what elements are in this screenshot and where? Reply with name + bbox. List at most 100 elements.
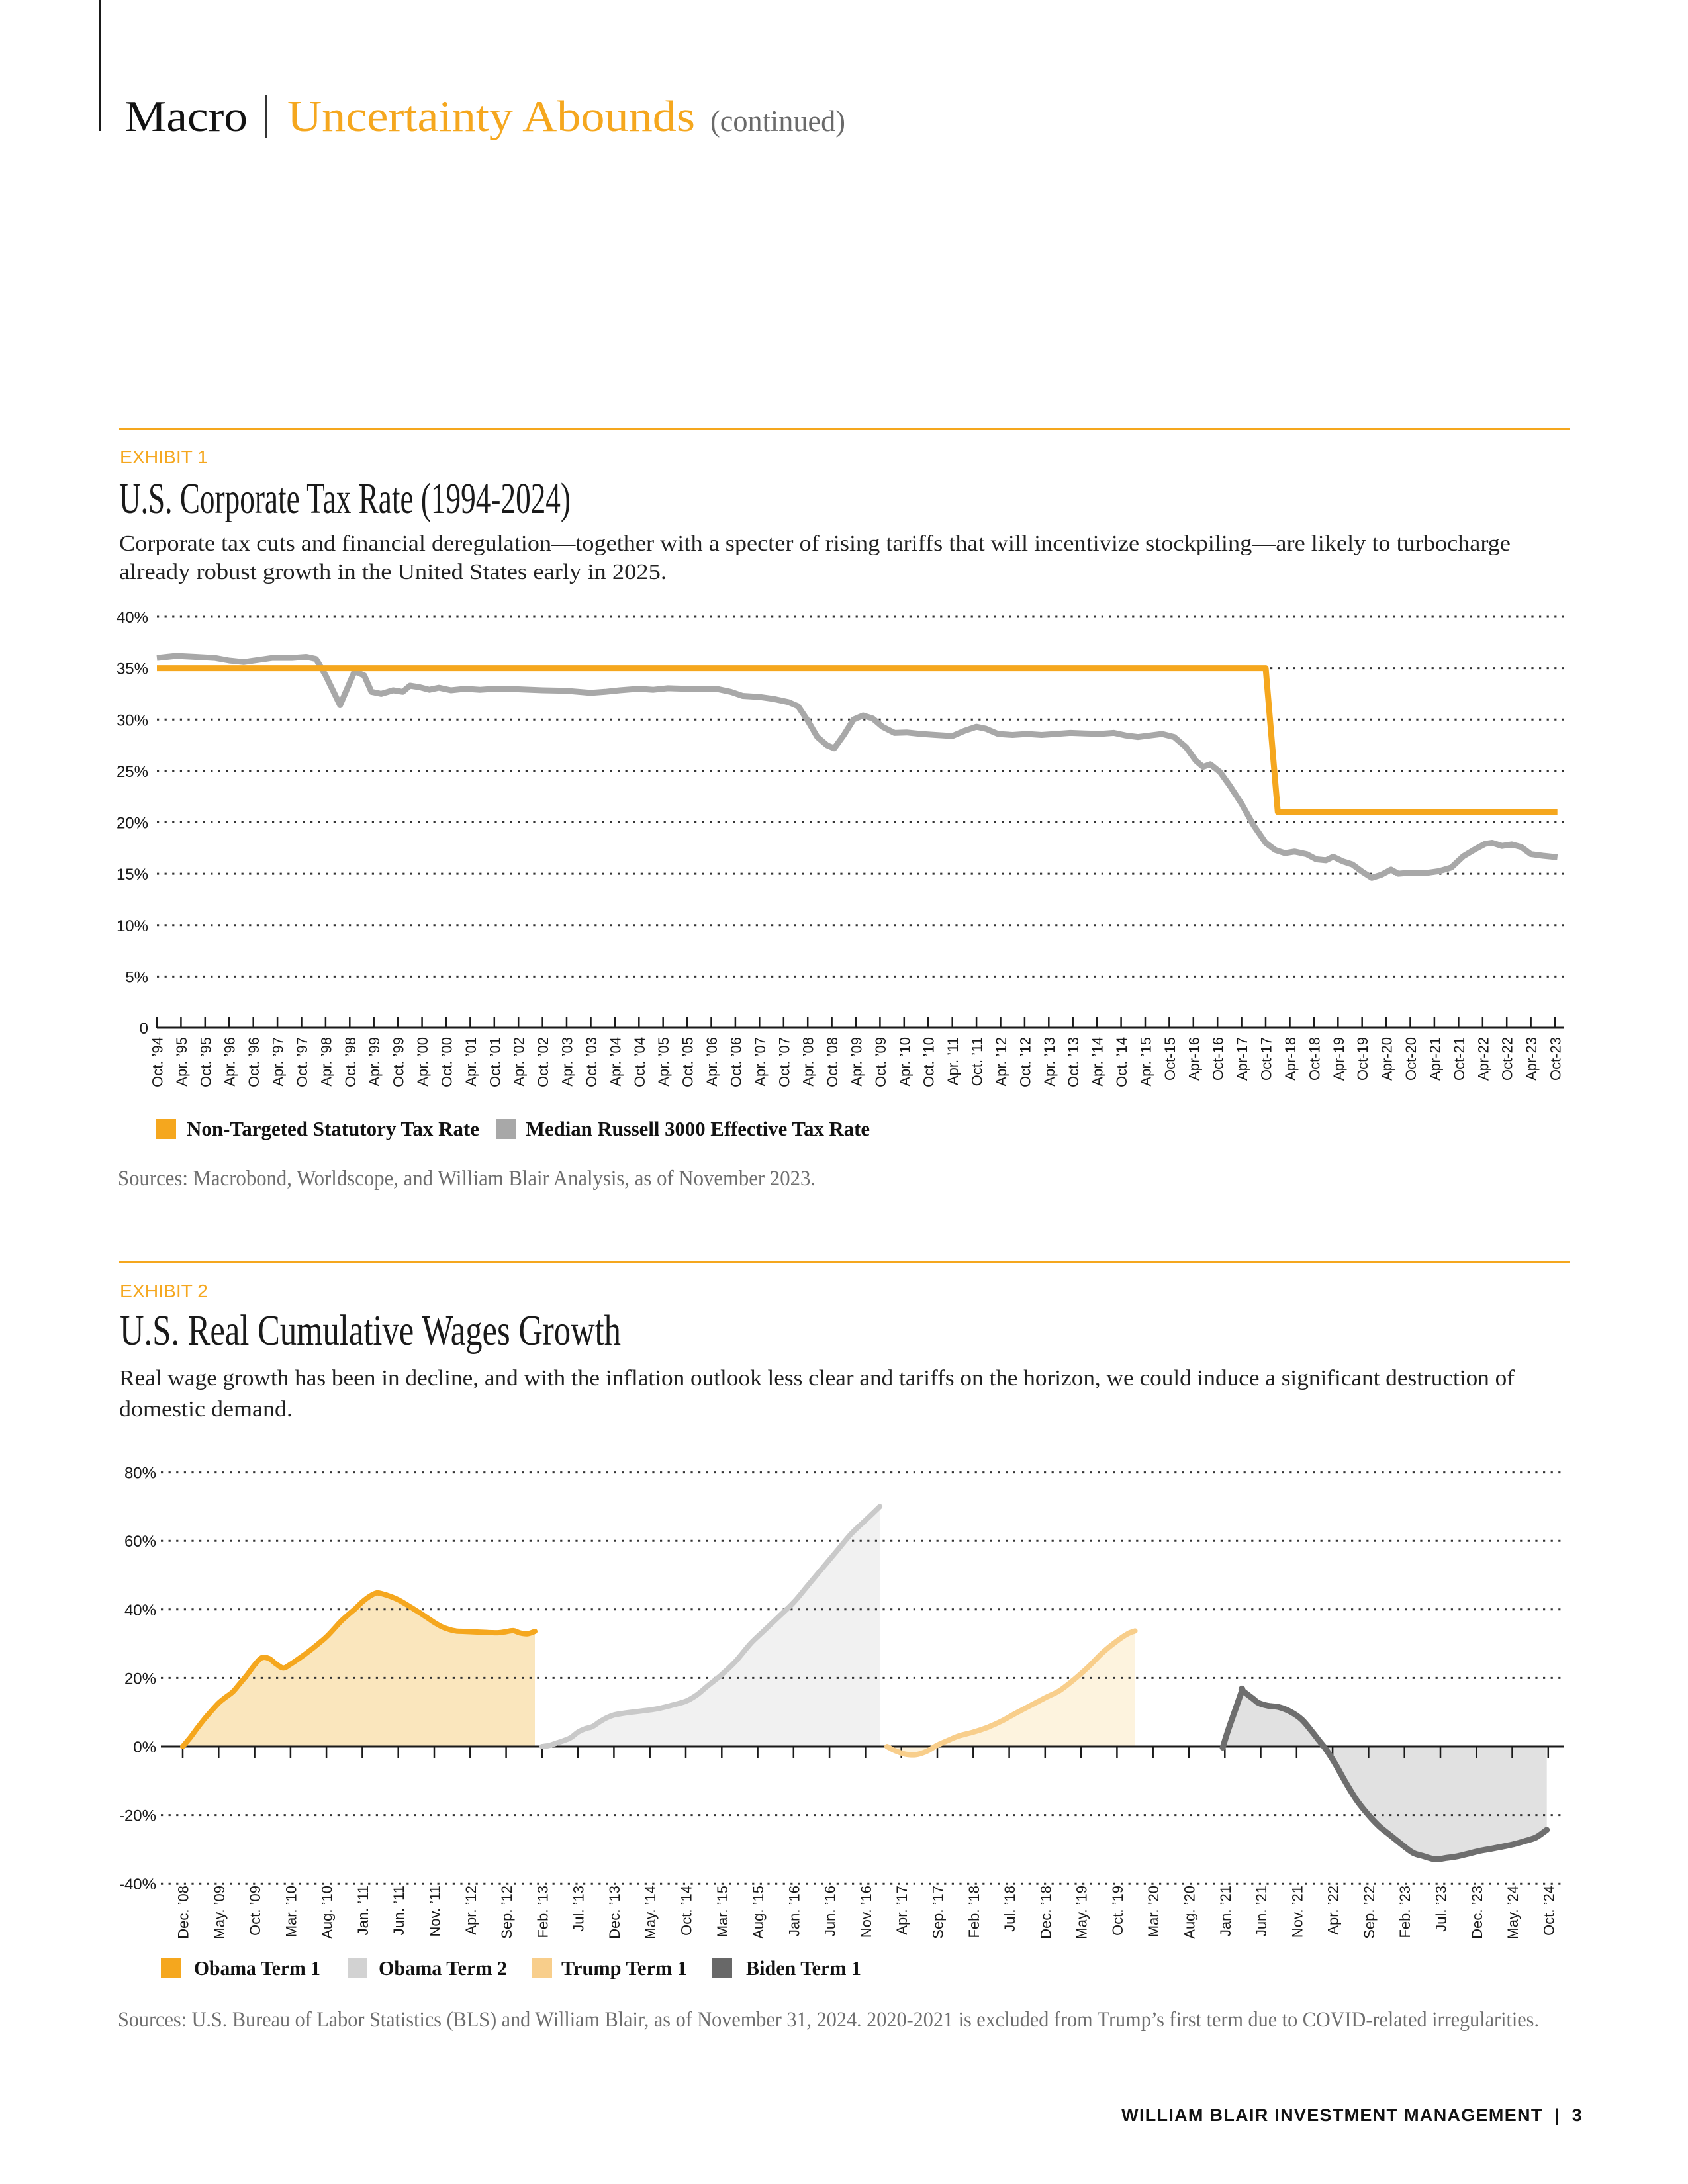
svg-text:Jan. ’16: Jan. ’16: [786, 1886, 802, 1936]
svg-text:Apr-19: Apr-19: [1331, 1037, 1347, 1081]
svg-text:Real wage growth has been in d: Real wage growth has been in decline, an…: [119, 1366, 1515, 1390]
svg-text:40%: 40%: [117, 609, 148, 627]
svg-text:Feb. ’18: Feb. ’18: [966, 1886, 982, 1938]
svg-text:Oct. ’14: Oct. ’14: [1113, 1037, 1130, 1087]
svg-text:Oct. ’02: Oct. ’02: [535, 1037, 551, 1087]
svg-text:EXHIBIT 2: EXHIBIT 2: [120, 1281, 208, 1301]
svg-text:Jul. ’13: Jul. ’13: [571, 1886, 587, 1932]
svg-text:Oct. ’95: Oct. ’95: [197, 1037, 214, 1087]
svg-text:Oct. ’06: Oct. ’06: [727, 1037, 744, 1087]
svg-text:U.S. Corporate Tax Rate (1994-: U.S. Corporate Tax Rate (1994-2024): [119, 475, 571, 523]
svg-text:Mar. ’15: Mar. ’15: [714, 1886, 731, 1937]
svg-text:Dec. ’08: Dec. ’08: [175, 1886, 192, 1939]
svg-text:Nov. ’11: Nov. ’11: [427, 1886, 444, 1936]
svg-text:Apr-16: Apr-16: [1186, 1037, 1202, 1081]
svg-text:Apr. ’22: Apr. ’22: [1325, 1886, 1342, 1935]
svg-text:Apr. ’05: Apr. ’05: [655, 1037, 672, 1087]
svg-text:Apr. ’13: Apr. ’13: [1041, 1037, 1058, 1087]
svg-text:Oct. ’97: Oct. ’97: [294, 1037, 310, 1087]
svg-text:25%: 25%: [117, 763, 148, 781]
svg-text:Jun. ’11: Jun. ’11: [391, 1886, 407, 1935]
svg-text:Dec. ’18: Dec. ’18: [1037, 1886, 1054, 1939]
svg-text:Oct-18: Oct-18: [1306, 1037, 1323, 1081]
svg-text:Apr. ’96: Apr. ’96: [222, 1037, 238, 1087]
svg-text:20%: 20%: [124, 1670, 156, 1688]
svg-text:Apr. ’15: Apr. ’15: [1138, 1037, 1154, 1087]
svg-text:Biden Term 1: Biden Term 1: [746, 1956, 861, 1979]
svg-text:U.S. Real Cumulative Wages Gro: U.S. Real Cumulative Wages Growth: [120, 1306, 621, 1355]
svg-text:Sep. ’12: Sep. ’12: [498, 1886, 515, 1939]
svg-text:Apr. ’07: Apr. ’07: [752, 1037, 769, 1087]
svg-text:30%: 30%: [117, 711, 148, 729]
svg-text:Oct. ’96: Oct. ’96: [246, 1037, 262, 1087]
svg-text:Nov. ’21: Nov. ’21: [1289, 1886, 1305, 1938]
svg-text:Apr. ’95: Apr. ’95: [173, 1037, 190, 1087]
svg-text:Apr-20: Apr-20: [1379, 1037, 1395, 1081]
svg-text:Apr. ’03: Apr. ’03: [559, 1037, 576, 1087]
svg-text:Oct-21: Oct-21: [1451, 1037, 1468, 1081]
svg-text:Oct. ’05: Oct. ’05: [680, 1037, 696, 1087]
svg-text:Apr. ’12: Apr. ’12: [993, 1037, 1009, 1087]
svg-text:Oct-23: Oct-23: [1548, 1037, 1564, 1081]
svg-text:Jan. ’11: Jan. ’11: [355, 1886, 371, 1935]
svg-text:Sources: U.S. Bureau of Labor: Sources: U.S. Bureau of Labor Statistics…: [118, 2008, 1539, 2032]
svg-text:Apr. ’98: Apr. ’98: [318, 1037, 334, 1087]
svg-text:Apr. ’02: Apr. ’02: [511, 1037, 528, 1087]
svg-text:Oct. ’12: Oct. ’12: [1017, 1037, 1033, 1087]
svg-text:Apr. ’00: Apr. ’00: [414, 1037, 431, 1087]
svg-text:60%: 60%: [124, 1533, 156, 1551]
svg-text:20%: 20%: [117, 815, 148, 833]
svg-text:Apr. ’17: Apr. ’17: [894, 1886, 910, 1935]
svg-text:Apr. ’12: Apr. ’12: [463, 1886, 479, 1935]
svg-text:Oct. ’24: Oct. ’24: [1540, 1886, 1557, 1936]
svg-text:Uncertainty Abounds: Uncertainty Abounds: [287, 92, 695, 141]
svg-text:Oct. ’13: Oct. ’13: [1065, 1037, 1082, 1087]
svg-text:Obama Term 1: Obama Term 1: [194, 1956, 320, 1979]
svg-text:Apr. ’06: Apr. ’06: [704, 1037, 720, 1087]
svg-text:Oct. ’19: Oct. ’19: [1109, 1886, 1126, 1936]
svg-text:Obama Term 2: Obama Term 2: [379, 1956, 507, 1979]
svg-text:Apr. ’09: Apr. ’09: [849, 1037, 865, 1087]
svg-text:Jul. ’23: Jul. ’23: [1433, 1886, 1450, 1932]
svg-text:(continued): (continued): [710, 105, 845, 138]
svg-text:35%: 35%: [117, 660, 148, 678]
svg-text:Oct. ’09: Oct. ’09: [872, 1037, 889, 1087]
svg-text:EXHIBIT 1: EXHIBIT 1: [120, 447, 208, 467]
svg-text:WILLIAM BLAIR INVESTMENT MANAG: WILLIAM BLAIR INVESTMENT MANAGEMENT | 3: [1121, 2105, 1583, 2125]
svg-text:40%: 40%: [124, 1602, 156, 1619]
svg-text:Sources: Macrobond, Worldscope: Sources: Macrobond, Worldscope, and Will…: [118, 1167, 816, 1191]
svg-text:Apr. ’04: Apr. ’04: [607, 1037, 624, 1087]
svg-text:Sep. ’22: Sep. ’22: [1361, 1886, 1378, 1939]
svg-text:0: 0: [140, 1020, 148, 1038]
svg-text:Apr-17: Apr-17: [1234, 1037, 1250, 1081]
svg-text:Sep. ’17: Sep. ’17: [930, 1886, 947, 1939]
svg-text:-20%: -20%: [119, 1807, 156, 1825]
svg-text:Oct. ’14: Oct. ’14: [679, 1886, 695, 1936]
svg-text:Oct. ’99: Oct. ’99: [391, 1037, 407, 1087]
svg-text:Apr-22: Apr-22: [1475, 1037, 1491, 1081]
svg-text:Oct. ’94: Oct. ’94: [150, 1037, 166, 1087]
svg-text:Oct-16: Oct-16: [1210, 1037, 1227, 1081]
svg-text:Dec. ’23: Dec. ’23: [1469, 1886, 1485, 1939]
svg-text:Jul. ’18: Jul. ’18: [1002, 1886, 1018, 1932]
svg-text:May. ’19: May. ’19: [1074, 1886, 1090, 1940]
svg-text:May. ’09: May. ’09: [211, 1886, 228, 1940]
svg-text:Oct. ’04: Oct. ’04: [632, 1037, 648, 1087]
svg-text:Apr. ’10: Apr. ’10: [896, 1037, 913, 1087]
svg-text:Apr. ’99: Apr. ’99: [366, 1037, 383, 1087]
svg-text:Mar. ’10: Mar. ’10: [283, 1886, 299, 1937]
svg-text:May. ’14: May. ’14: [642, 1886, 659, 1940]
svg-text:domestic demand.: domestic demand.: [119, 1397, 293, 1422]
svg-text:Oct. ’08: Oct. ’08: [824, 1037, 841, 1087]
svg-text:Oct. ’00: Oct. ’00: [439, 1037, 455, 1087]
svg-text:Oct. ’98: Oct. ’98: [342, 1037, 359, 1087]
svg-text:5%: 5%: [125, 968, 148, 986]
svg-text:already robust growth in the U: already robust growth in the United Stat…: [119, 560, 667, 584]
svg-text:Oct. ’01: Oct. ’01: [487, 1037, 503, 1087]
svg-text:-40%: -40%: [119, 1876, 156, 1893]
svg-text:Dec. ’13: Dec. ’13: [606, 1886, 623, 1939]
svg-text:Aug. ’10: Aug. ’10: [319, 1886, 336, 1939]
svg-text:80%: 80%: [124, 1465, 156, 1482]
svg-text:Non-Targeted Statutory Tax Rat: Non-Targeted Statutory Tax Rate: [187, 1117, 479, 1140]
svg-text:15%: 15%: [117, 866, 148, 884]
